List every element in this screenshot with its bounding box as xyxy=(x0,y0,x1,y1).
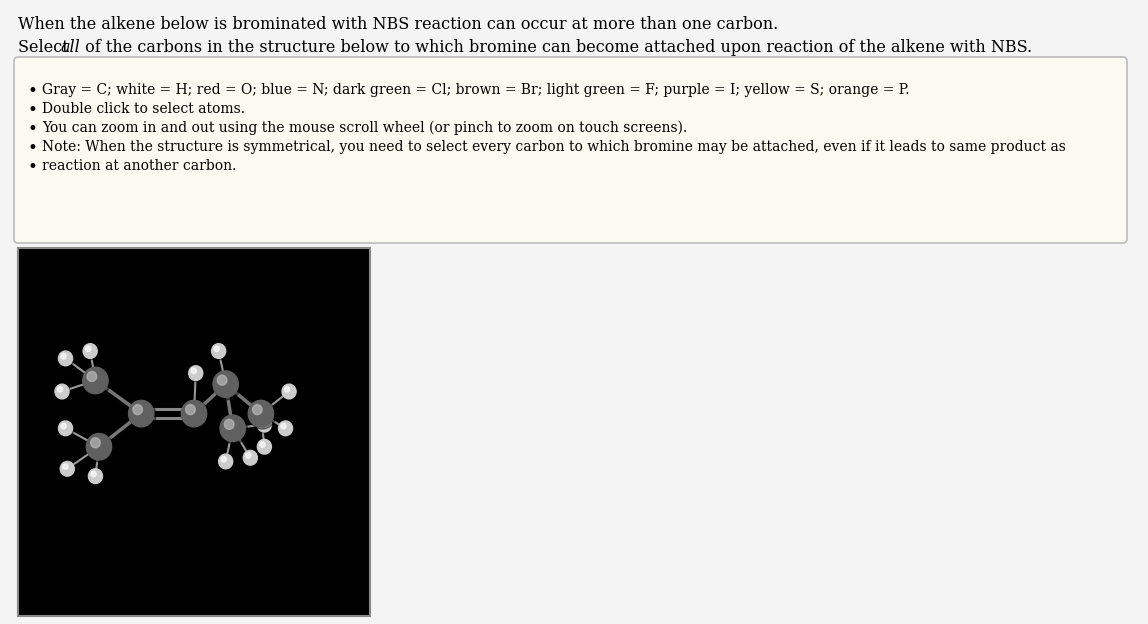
Circle shape xyxy=(86,434,111,460)
Circle shape xyxy=(91,437,100,448)
Circle shape xyxy=(220,416,248,444)
Circle shape xyxy=(59,351,73,367)
Circle shape xyxy=(257,439,271,454)
Text: reaction at another carbon.: reaction at another carbon. xyxy=(42,159,236,173)
Text: •: • xyxy=(28,140,38,157)
Circle shape xyxy=(83,368,108,394)
Circle shape xyxy=(83,344,98,358)
Circle shape xyxy=(59,421,72,436)
Circle shape xyxy=(59,351,72,366)
Circle shape xyxy=(181,401,207,427)
Circle shape xyxy=(214,372,241,399)
Circle shape xyxy=(243,451,258,466)
Circle shape xyxy=(212,344,227,359)
Circle shape xyxy=(257,417,271,432)
Circle shape xyxy=(183,401,209,429)
Circle shape xyxy=(87,371,96,381)
Circle shape xyxy=(61,353,67,359)
Circle shape xyxy=(285,386,289,392)
Circle shape xyxy=(258,440,272,456)
Text: •: • xyxy=(28,121,38,138)
Text: •: • xyxy=(28,159,38,176)
Text: •: • xyxy=(28,102,38,119)
Circle shape xyxy=(249,401,276,429)
Circle shape xyxy=(189,366,204,382)
Text: all: all xyxy=(60,39,79,56)
Circle shape xyxy=(279,421,293,436)
Circle shape xyxy=(243,451,257,465)
Circle shape xyxy=(258,418,272,433)
Circle shape xyxy=(220,415,246,442)
Circle shape xyxy=(63,464,68,469)
Text: of the carbons in the structure below to which bromine can become attached upon : of the carbons in the structure below to… xyxy=(80,39,1032,56)
Text: Note: When the structure is symmetrical, you need to select every carbon to whic: Note: When the structure is symmetrical,… xyxy=(42,140,1065,154)
FancyBboxPatch shape xyxy=(14,57,1127,243)
Circle shape xyxy=(279,421,294,437)
Circle shape xyxy=(282,384,296,399)
Circle shape xyxy=(282,384,297,400)
Bar xyxy=(18,248,370,616)
Text: Select: Select xyxy=(18,39,73,56)
Circle shape xyxy=(186,404,195,415)
Circle shape xyxy=(84,344,99,359)
Circle shape xyxy=(248,401,273,427)
Text: When the alkene below is brominated with NBS reaction can occur at more than one: When the alkene below is brominated with… xyxy=(18,16,778,33)
Circle shape xyxy=(59,421,73,437)
Circle shape xyxy=(55,384,70,400)
Circle shape xyxy=(55,384,69,399)
Circle shape xyxy=(222,456,226,462)
Text: Gray = C; white = H; red = O; blue = N; dark green = Cl; brown = Br; light green: Gray = C; white = H; red = O; blue = N; … xyxy=(42,83,909,97)
Circle shape xyxy=(224,419,234,429)
Circle shape xyxy=(217,375,227,385)
Circle shape xyxy=(88,469,102,484)
Circle shape xyxy=(219,455,234,470)
Circle shape xyxy=(129,401,154,427)
Circle shape xyxy=(253,404,262,415)
Circle shape xyxy=(281,423,286,429)
Circle shape xyxy=(246,453,251,459)
Text: You can zoom in and out using the mouse scroll wheel (or pinch to zoom on touch : You can zoom in and out using the mouse … xyxy=(42,121,688,135)
Circle shape xyxy=(61,423,67,429)
Text: Double click to select atoms.: Double click to select atoms. xyxy=(42,102,245,116)
Circle shape xyxy=(191,368,196,374)
Circle shape xyxy=(87,434,114,462)
Circle shape xyxy=(91,471,96,477)
Circle shape xyxy=(85,346,91,352)
Circle shape xyxy=(60,461,75,476)
Circle shape xyxy=(133,404,142,415)
Circle shape xyxy=(57,386,63,392)
Circle shape xyxy=(88,469,103,485)
Circle shape xyxy=(188,366,203,381)
Circle shape xyxy=(259,419,265,425)
Circle shape xyxy=(61,462,76,477)
Circle shape xyxy=(84,368,110,396)
Circle shape xyxy=(130,401,156,429)
Text: •: • xyxy=(28,83,38,100)
Circle shape xyxy=(211,344,226,358)
Circle shape xyxy=(214,371,239,397)
Circle shape xyxy=(214,346,219,352)
Circle shape xyxy=(218,454,233,469)
Circle shape xyxy=(259,442,265,447)
